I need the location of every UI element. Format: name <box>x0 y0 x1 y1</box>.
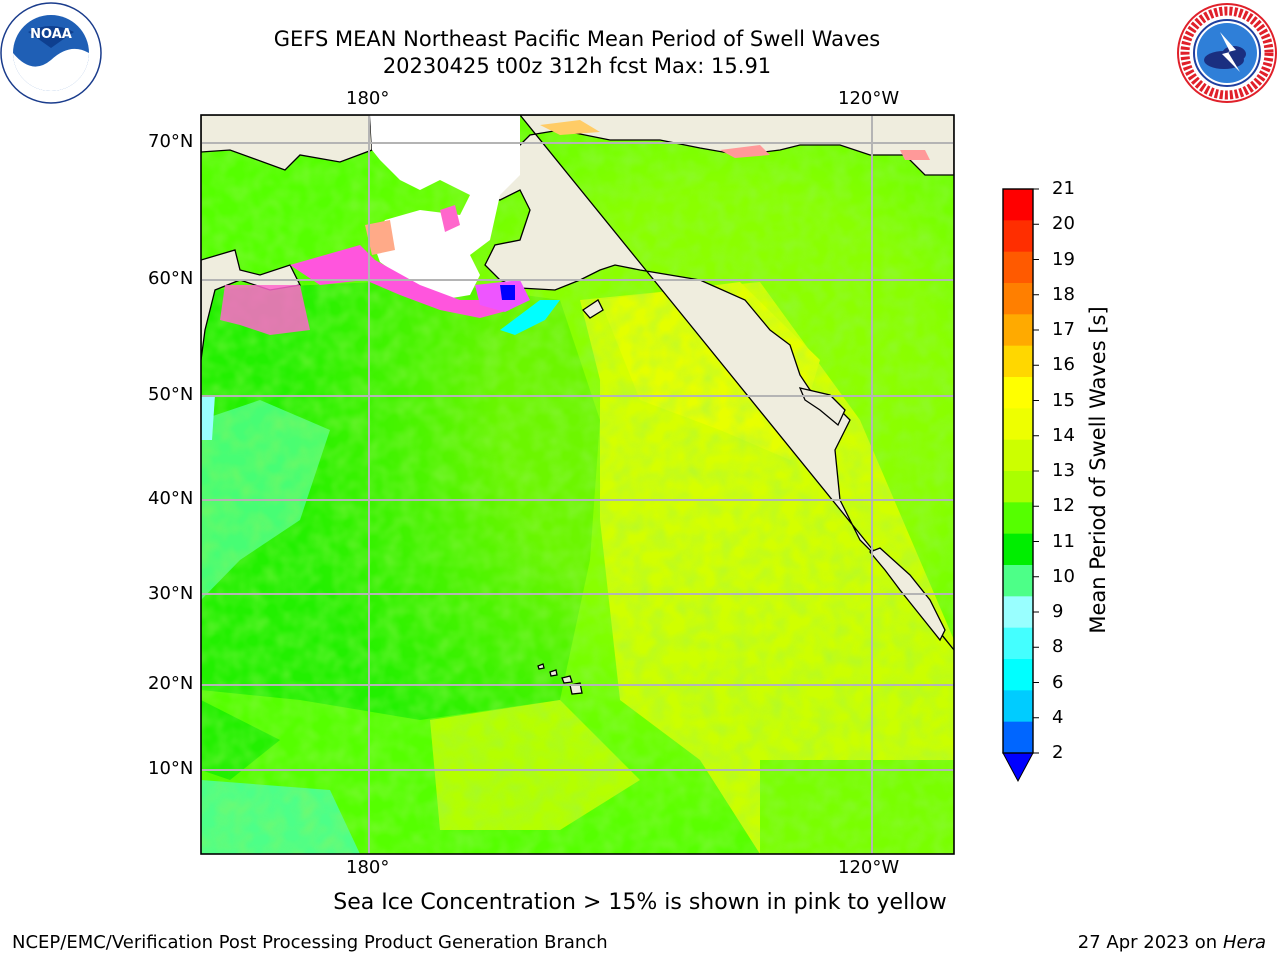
colorbar-tick-label: 2 <box>1052 742 1064 763</box>
colorbar-segment <box>1003 314 1033 347</box>
colorbar-segment <box>1003 565 1033 597</box>
colorbar-tick-label: 19 <box>1052 248 1075 270</box>
map-field <box>201 115 954 854</box>
colorbar-segment <box>1003 408 1033 441</box>
nws-logo <box>1177 3 1277 103</box>
chart-title: GEFS MEAN Northeast Pacific Mean Period … <box>273 27 881 51</box>
lat-tick-20n: 20°N <box>148 673 194 694</box>
colorbar-tick-label: 15 <box>1052 389 1075 411</box>
colorbar-segment <box>1003 345 1033 378</box>
lon-tick-bottom-120w: 120°W <box>838 857 900 878</box>
map-frame <box>200 114 955 855</box>
colorbar-segment <box>1003 471 1033 503</box>
colorbar-segment <box>1003 596 1033 629</box>
graticule <box>201 115 954 854</box>
colorbar-title: Mean Period of Swell Waves [s] <box>1086 306 1110 634</box>
colorbar-segment <box>1003 690 1033 723</box>
footer-date: 27 Apr 2023 on Hera <box>1078 932 1266 953</box>
noaa-logo: NOAA <box>0 2 102 104</box>
colorbar-segment <box>1003 439 1033 472</box>
footer-machine: Hera <box>1222 932 1266 953</box>
colorbar-tick-label: 4 <box>1052 706 1064 728</box>
colorbar-tick-label: 8 <box>1052 636 1064 658</box>
colorbar-segment <box>1003 283 1033 315</box>
lat-tick-30n: 30°N <box>148 583 194 604</box>
lon-tick-top-120w: 120°W <box>838 88 900 109</box>
footer-date-text: 27 Apr 2023 on <box>1077 932 1223 953</box>
lon-tick-bottom-180: 180° <box>346 857 390 878</box>
colorbar-segment <box>1003 220 1033 253</box>
colorbar-tick-label: 20 <box>1052 213 1075 235</box>
footer-credit: NCEP/EMC/Verification Post Processing Pr… <box>12 932 608 953</box>
colorbar-tick-label: 10 <box>1052 565 1075 587</box>
colorbar-segment <box>1003 627 1033 660</box>
colorbar-segment <box>1003 533 1033 566</box>
colorbar <box>1002 188 1039 783</box>
chart-subtitle: 20230425 t00z 312h fcst Max: 15.91 <box>382 54 772 78</box>
sea-ice-caption: Sea Ice Concentration > 15% is shown in … <box>333 890 947 915</box>
colorbar-extend-arrow <box>1002 752 1034 783</box>
lat-tick-40n: 40°N <box>148 488 194 509</box>
lon-tick-top-180: 180° <box>346 88 390 109</box>
colorbar-tick-label: 16 <box>1052 354 1075 376</box>
colorbar-tick-label: 17 <box>1052 319 1075 340</box>
colorbar-segment <box>1003 377 1033 409</box>
colorbar-segment <box>1003 659 1033 691</box>
lat-tick-60n: 60°N <box>148 268 194 289</box>
colorbar-tick-label: 18 <box>1052 283 1075 305</box>
colorbar-segment <box>1003 502 1033 535</box>
colorbar-segment <box>1003 721 1033 754</box>
lat-tick-70n: 70°N <box>148 131 194 152</box>
colorbar-tick-label: 9 <box>1052 601 1064 622</box>
lat-tick-50n: 50°N <box>148 384 194 405</box>
colorbar-tick-label: 6 <box>1052 671 1064 693</box>
noaa-logo-text: NOAA <box>30 27 72 42</box>
lat-tick-10n: 10°N <box>148 758 194 779</box>
colorbar-tick-label: 14 <box>1052 424 1075 446</box>
colorbar-tick-label: 11 <box>1052 530 1075 552</box>
colorbar-tick-label: 12 <box>1052 495 1075 517</box>
colorbar-segment <box>1003 251 1033 284</box>
sea-ice <box>220 115 930 335</box>
colorbar-segment <box>1003 189 1033 221</box>
colorbar-tick-label: 21 <box>1052 178 1075 199</box>
colorbar-tick-label: 13 <box>1052 460 1075 481</box>
